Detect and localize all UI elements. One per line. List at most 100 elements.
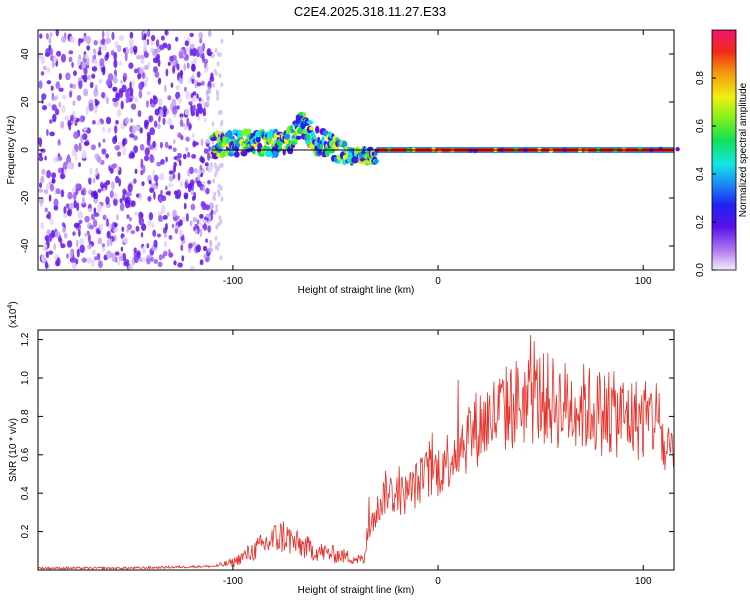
spectrogram-cell [153,174,159,182]
spectrogram-cell [136,55,142,60]
spectrogram-cell [191,47,197,57]
spectrogram-cell [47,234,53,242]
spectrogram-cell [84,232,89,237]
spectrogram-cell [168,145,173,150]
spectrogram-cell [297,127,303,135]
spectrogram-cell [177,96,182,104]
colorbar-tick-label: 0.8 [695,71,706,85]
snr-scale-exponent: 4 [7,305,14,309]
spectrogram-cell [214,245,218,250]
spectrogram-cell [61,105,66,114]
spectrogram-cell [72,100,76,107]
spectrogram-cell [198,45,204,55]
spectrogram-cell [49,218,54,226]
spectrogram-cell [83,141,90,147]
spectrogram-cell [159,141,163,149]
spectrogram-cell [129,46,134,55]
spectrogram-cell [48,250,54,255]
spectrogram-cell [133,211,139,216]
spectrogram-cell [147,220,152,227]
spectrogram-cell [202,245,208,252]
spectrogram-cell [118,35,124,41]
spectrogram-cell [217,110,221,116]
spectrogram-cell [111,224,114,234]
spectrogram-cell [40,148,46,153]
spectrogram-cell [196,82,202,87]
spectrogram-cell [114,125,118,134]
spectrogram-cell [94,153,100,160]
spectrogram-cell [199,228,203,238]
spectrogram-cell [101,30,105,39]
spectrogram-cell [87,74,91,81]
snr-y-tick-label: 0.4 [20,486,31,500]
spectrogram-cell [126,214,130,219]
spectrogram-cell [237,129,243,136]
spectrogram-cell [134,254,139,264]
spectrogram-cell [143,39,148,47]
spectrogram-cell [53,205,59,211]
spectrogram-cell [133,247,137,254]
spectrogram-cell [71,61,74,68]
spectrogram-cell [173,139,176,144]
spectrogram-cell [158,108,164,118]
colorbar-gradient [712,30,736,270]
spectrogram-cell [205,238,209,243]
spectrogram-cell [52,96,58,101]
spectrogram-cell [42,65,47,71]
spectrogram-cell [148,180,152,185]
spectrogram-cell [211,121,215,127]
spectrogram-cell [60,189,65,198]
spectrogram-cell [613,148,618,153]
spectrogram-cell [198,221,202,227]
spectrogram-y-tick-label: 40 [20,48,31,60]
spectrogram-cell [177,152,182,159]
spectrogram-cell [87,243,92,250]
spectrogram-cell [47,211,52,220]
spectrogram-cell [153,120,158,128]
spectrogram-cell [72,231,76,237]
spectrogram-cell [40,71,45,76]
snr-scale-label: (x104) [7,301,19,328]
spectrogram-cell [140,58,145,64]
spectrogram-cell [66,253,69,259]
spectrogram-cell [102,138,106,143]
spectrogram-cell [131,152,135,159]
spectrogram-cell [207,152,211,161]
spectrogram-cell [165,191,171,196]
spectrogram-cell [88,102,94,112]
spectrogram-cell [216,223,220,228]
spectrogram-cell [81,257,88,263]
spectrogram-cell [155,39,160,48]
spectrogram-cell [133,145,139,154]
spectrogram-cell [158,254,163,261]
spectrogram-cell [65,203,70,209]
spectrogram-cell [163,240,168,248]
spectrogram-cell [167,95,172,101]
spectrogram-cell [204,101,210,108]
spectrogram-cell [240,150,248,157]
spectrogram-cell [165,156,168,163]
spectrogram-cell [150,34,156,42]
spectrogram-cell [96,253,101,261]
spectrogram-cell [117,151,122,157]
spectrogram-cell [204,204,211,211]
spectrogram-cell [45,33,49,40]
spectrogram-cell [289,147,294,155]
spectrogram-cell [230,135,235,140]
spectrogram-cell [168,175,174,182]
spectrogram-cell [60,121,65,129]
spectrogram-cell [119,198,123,204]
spectrogram-cell [82,126,88,132]
spectrogram-cell [112,97,118,103]
spectrogram-cell [127,183,133,193]
spectrogram-cell [41,105,48,111]
spectrogram-cell [140,54,146,60]
spectrogram-cell [150,39,155,46]
spectrogram-cell [302,112,306,118]
spectrogram-cell [88,177,92,185]
colorbar: 0.0 0.2 0.4 0.6 0.8 Normalized spectral ampl… [695,29,749,277]
spectrogram-cell [139,192,143,202]
spectrogram-cell [184,40,189,47]
spectrogram-cells [37,28,224,271]
